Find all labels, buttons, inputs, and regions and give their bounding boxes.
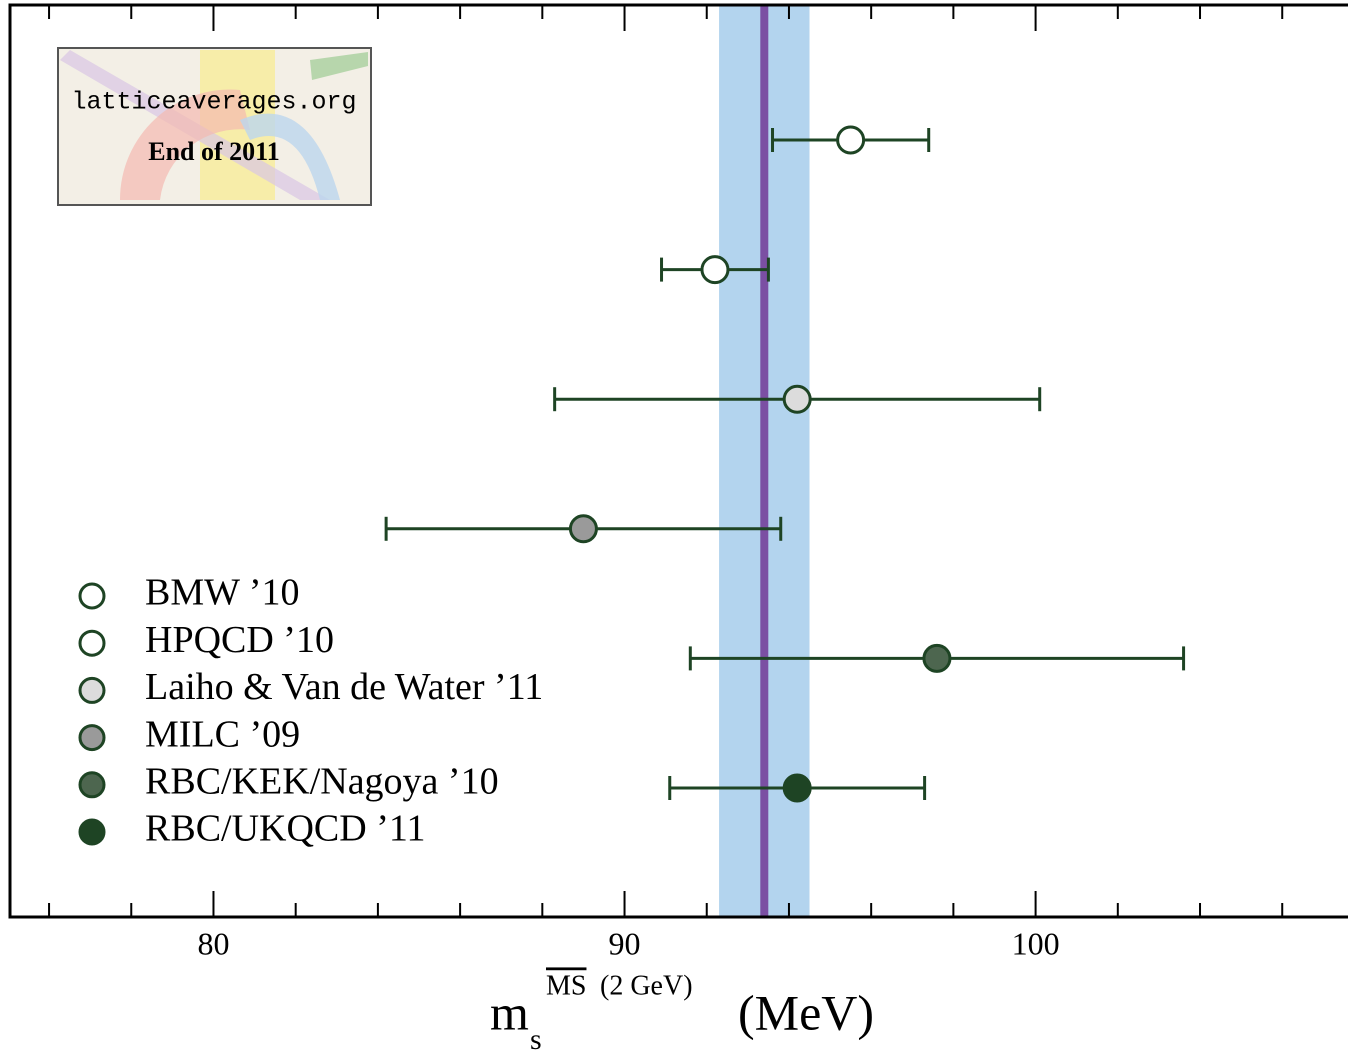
x-label-superscript: (2 GeV) bbox=[600, 970, 693, 1001]
logo-shape bbox=[240, 113, 340, 200]
x-label-overline: MS bbox=[546, 970, 586, 1001]
legend-label: Laiho & Van de Water ’11 bbox=[145, 666, 543, 708]
logo-shape bbox=[310, 52, 368, 80]
legend-label: HPQCD ’10 bbox=[145, 619, 334, 661]
legend-label: MILC ’09 bbox=[145, 713, 300, 755]
plot-frame bbox=[8, 3, 1348, 919]
legend-marker bbox=[78, 724, 106, 752]
point bbox=[568, 514, 598, 544]
legend-marker bbox=[78, 582, 106, 610]
logo: latticeaverages.org End of 2011 bbox=[57, 47, 372, 206]
legend-label: BMW ’10 bbox=[145, 572, 299, 614]
logo-shape bbox=[119, 89, 251, 200]
x-tick-label: 100 bbox=[1012, 925, 1060, 961]
legend-marker bbox=[78, 676, 106, 704]
legend-marker bbox=[78, 629, 106, 657]
logo-date: End of 2011 bbox=[148, 137, 280, 166]
x-tick-label: 80 bbox=[197, 925, 229, 961]
point bbox=[782, 384, 812, 414]
point bbox=[922, 643, 952, 673]
legend-label: RBC/UKQCD ’11 bbox=[145, 808, 425, 850]
x-tick-label: 90 bbox=[609, 925, 641, 961]
legend-marker bbox=[78, 771, 106, 799]
point bbox=[836, 125, 866, 155]
x-label-unit: (MeV) bbox=[738, 984, 874, 1040]
point bbox=[782, 773, 812, 803]
x-label-subscript: s bbox=[530, 1023, 542, 1056]
x-label-base: m bbox=[490, 984, 529, 1040]
plot-area bbox=[48, 5, 1284, 917]
legend-marker bbox=[78, 818, 106, 846]
logo-url: latticeaverages.org bbox=[71, 88, 356, 117]
legend-label: RBC/KEK/Nagoya ’10 bbox=[145, 761, 499, 803]
point bbox=[700, 255, 730, 285]
